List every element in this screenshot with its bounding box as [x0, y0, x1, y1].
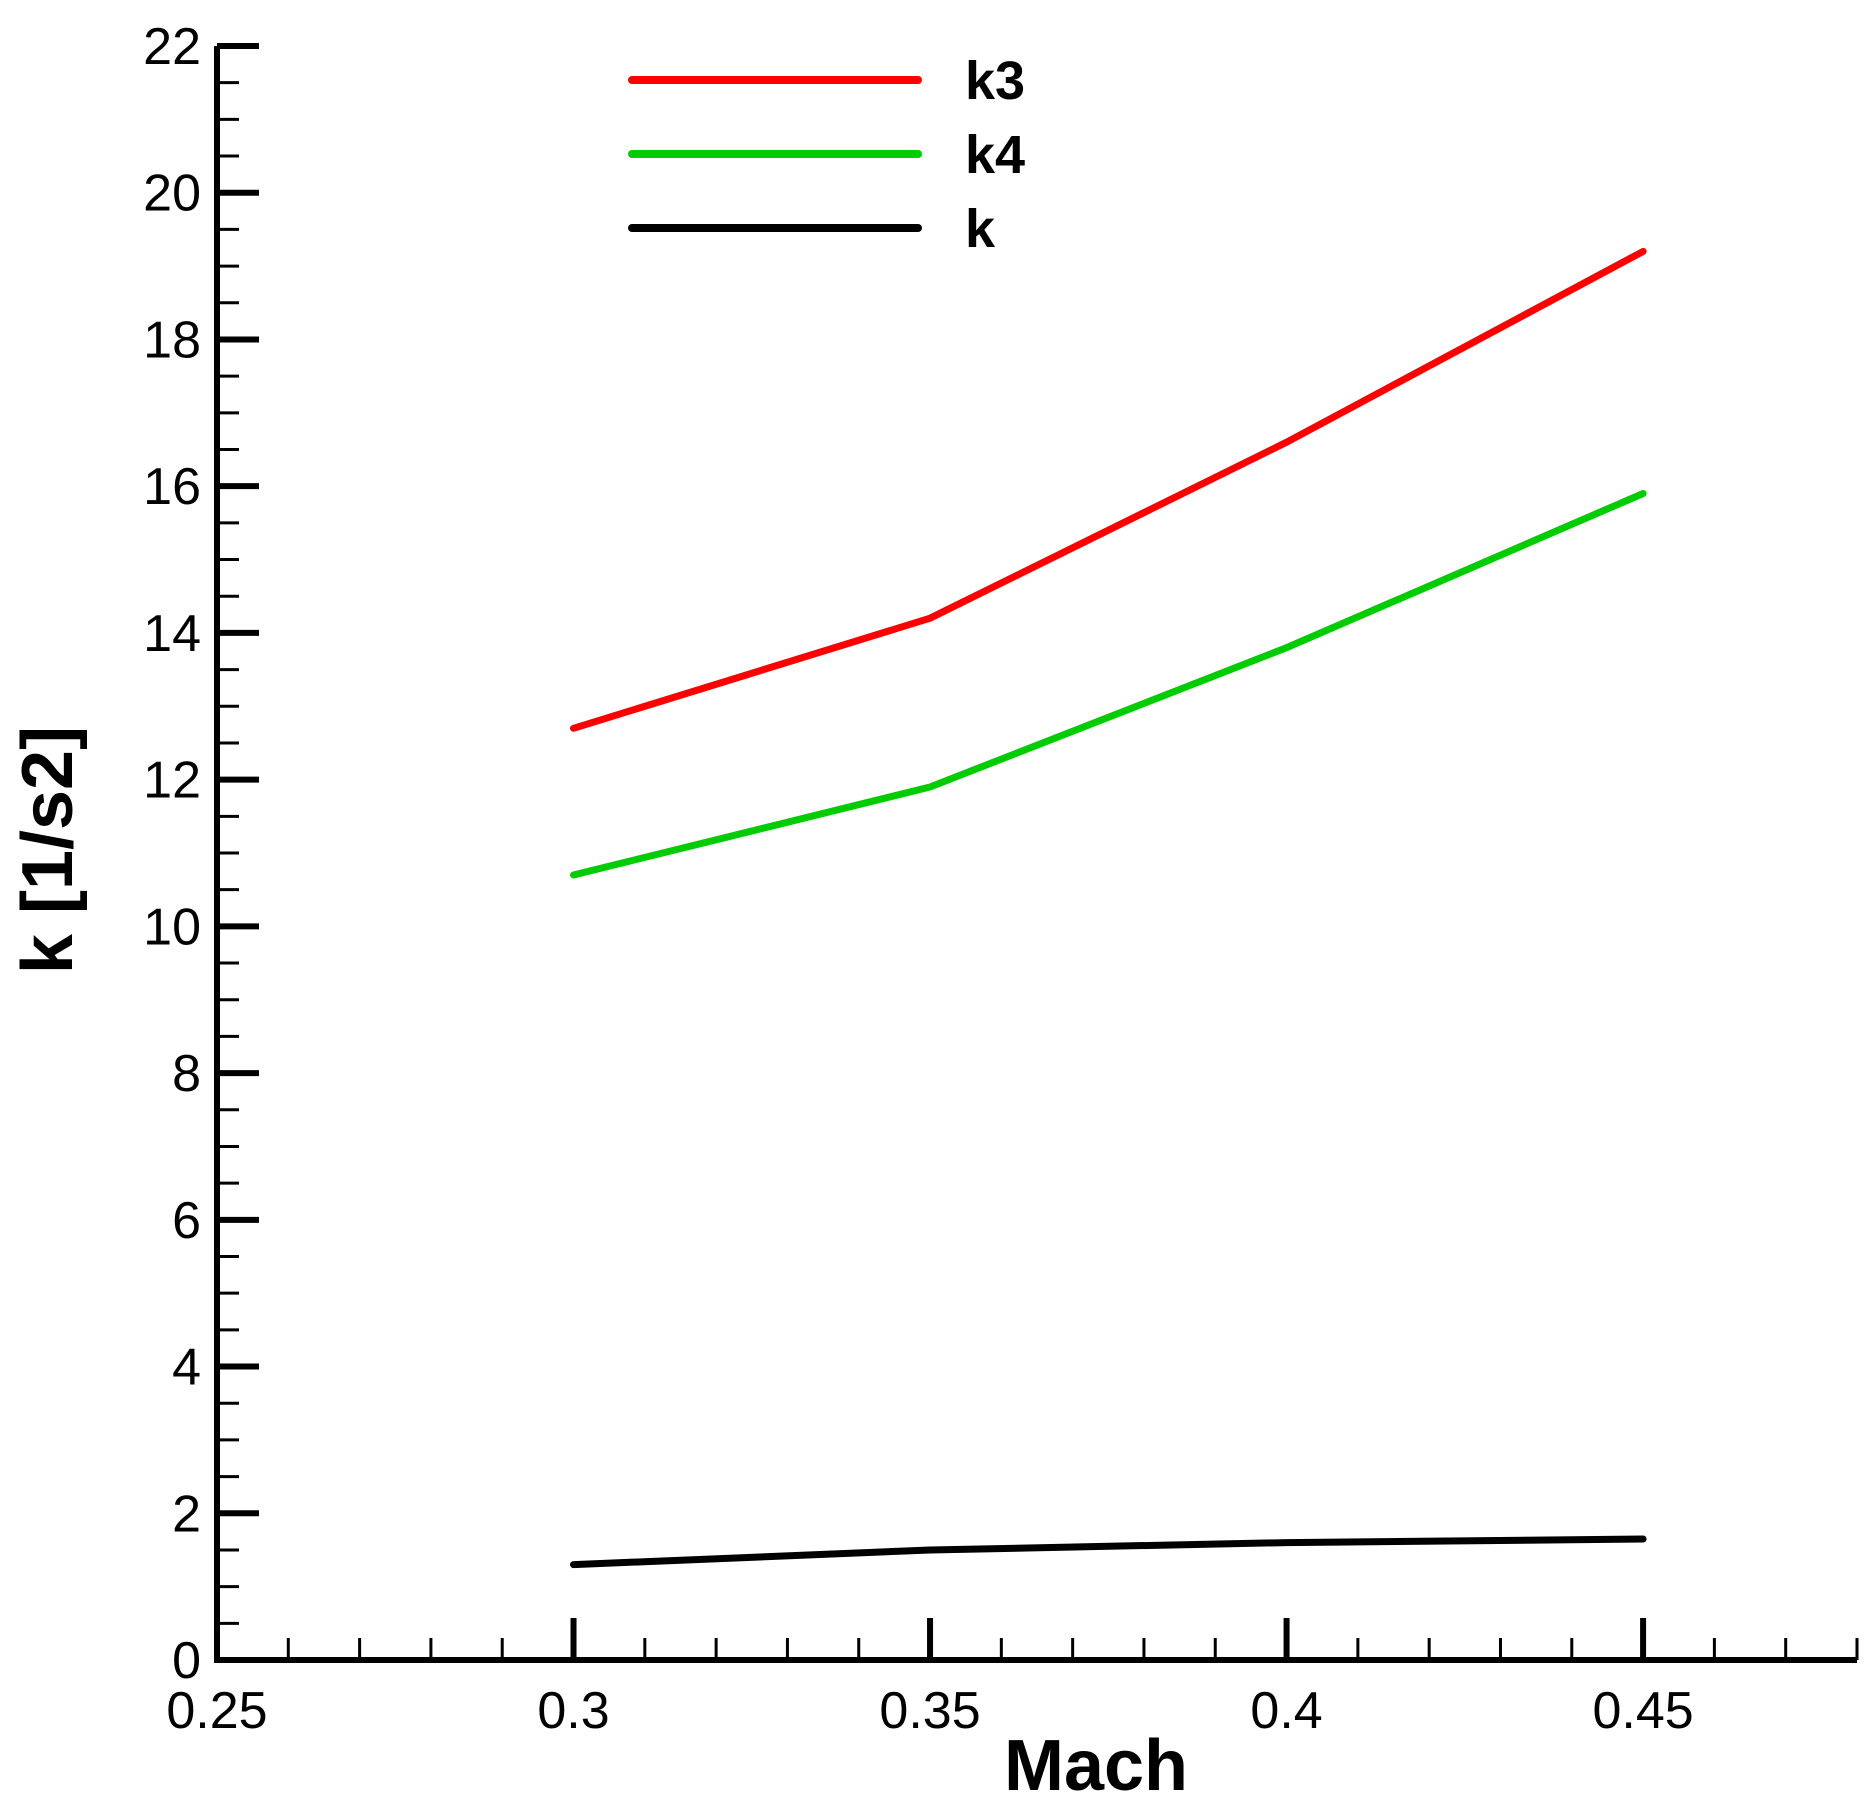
x-axis-title: Mach [1004, 1726, 1188, 1806]
x-tick-label: 0.25 [166, 1682, 267, 1740]
series-line-k4 [570, 490, 1647, 879]
legend: k3 k4 k [628, 51, 1025, 259]
y-tick-label: 18 [143, 311, 201, 369]
series-line-k3 [570, 247, 1647, 732]
y-tick-label: 10 [143, 898, 201, 956]
legend-label-k3: k3 [965, 51, 1025, 111]
y-tick-label: 16 [143, 458, 201, 516]
x-tick-label: 0.3 [537, 1682, 609, 1740]
x-tick-label: 0.35 [879, 1682, 980, 1740]
y-axis-title: k [1/s2] [8, 726, 88, 974]
y-tick-label: 12 [143, 752, 201, 810]
legend-label-k4: k4 [965, 125, 1025, 185]
y-tick-label: 4 [172, 1339, 201, 1397]
y-tick-label: 2 [172, 1485, 201, 1543]
legend-label-k: k [965, 199, 996, 259]
y-tick-label: 20 [143, 165, 201, 223]
axes: 0 2 4 6 8 10 12 14 16 18 20 22 0.25 0.3 0.35 0.4 0.45 [143, 18, 1859, 1740]
y-tick-label: 14 [143, 605, 201, 663]
y-tick-label: 8 [172, 1045, 201, 1103]
series-group [570, 247, 1647, 1569]
x-tick-label: 0.45 [1592, 1682, 1693, 1740]
series-line-k [570, 1535, 1647, 1569]
y-tick-label: 0 [172, 1632, 201, 1690]
y-tick-label: 22 [143, 18, 201, 76]
x-tick-label: 0.4 [1250, 1682, 1322, 1740]
y-tick-label: 6 [172, 1192, 201, 1250]
